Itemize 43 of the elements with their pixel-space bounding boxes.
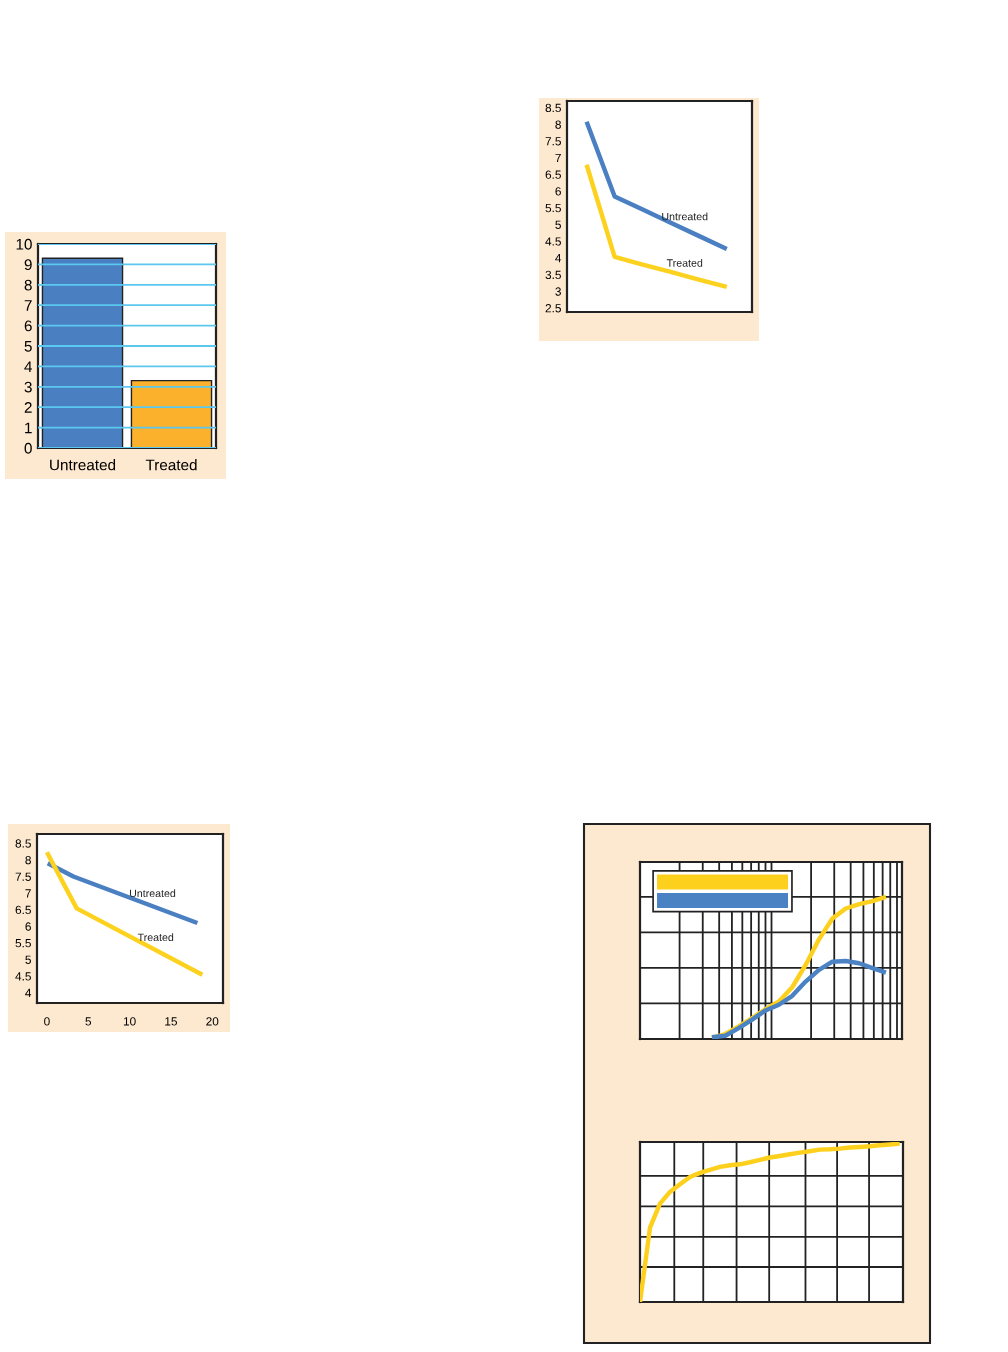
- y-tick-label: 0: [24, 442, 32, 454]
- series-label: Untreated: [662, 212, 708, 221]
- x-tick-label: 0: [44, 1017, 50, 1026]
- y-tick-label: 8: [555, 120, 561, 129]
- y-tick-label: 4: [555, 254, 562, 263]
- y-tick-label: 5: [24, 341, 32, 352]
- series-label: Untreated: [129, 889, 176, 898]
- y-tick-label: 4: [25, 988, 32, 997]
- y-tick-label: 6: [25, 922, 31, 931]
- x-tick-label: 10: [123, 1017, 136, 1026]
- y-tick-label: 6: [24, 320, 32, 332]
- y-tick-label: 8.5: [545, 103, 561, 113]
- x-tick-label: 20: [206, 1017, 219, 1026]
- y-tick-label: 5: [555, 220, 561, 229]
- y-tick-label: 8.5: [15, 839, 31, 848]
- y-tick-label: 6.5: [545, 170, 561, 179]
- y-tick-label: 10: [16, 238, 32, 250]
- y-tick-label: 7: [25, 889, 31, 898]
- y-tick-label: 6: [555, 187, 561, 196]
- y-tick-label: 3: [555, 287, 561, 296]
- series-label: Treated: [137, 933, 174, 942]
- y-tick-label: 8: [25, 855, 31, 865]
- y-tick-label: 4: [24, 361, 32, 372]
- y-tick-label: 3.5: [545, 270, 561, 279]
- y-tick-label: 3: [24, 381, 32, 393]
- y-tick-label: 9: [24, 259, 32, 271]
- y-tick-label: 2: [24, 402, 32, 413]
- series-label: Treated: [666, 258, 703, 267]
- y-tick-label: 2.5: [545, 304, 561, 313]
- x-tick-label: 15: [165, 1017, 177, 1026]
- y-tick-label: 5.5: [15, 939, 31, 948]
- y-tick-label: 7: [24, 300, 32, 311]
- y-tick-label: 1: [25, 422, 32, 434]
- x-tick-label: 5: [85, 1017, 92, 1026]
- y-tick-label: 8: [24, 279, 32, 291]
- y-tick-label: 4.5: [545, 237, 561, 246]
- y-tick-label: 5: [25, 955, 31, 964]
- y-tick-label: 5.5: [545, 203, 561, 213]
- y-tick-label: 7.5: [15, 872, 31, 881]
- y-tick-label: 6.5: [15, 905, 31, 915]
- y-tick-label: 7.5: [545, 137, 561, 146]
- y-tick-label: 4.5: [15, 972, 31, 981]
- y-tick-label: 7: [555, 153, 561, 163]
